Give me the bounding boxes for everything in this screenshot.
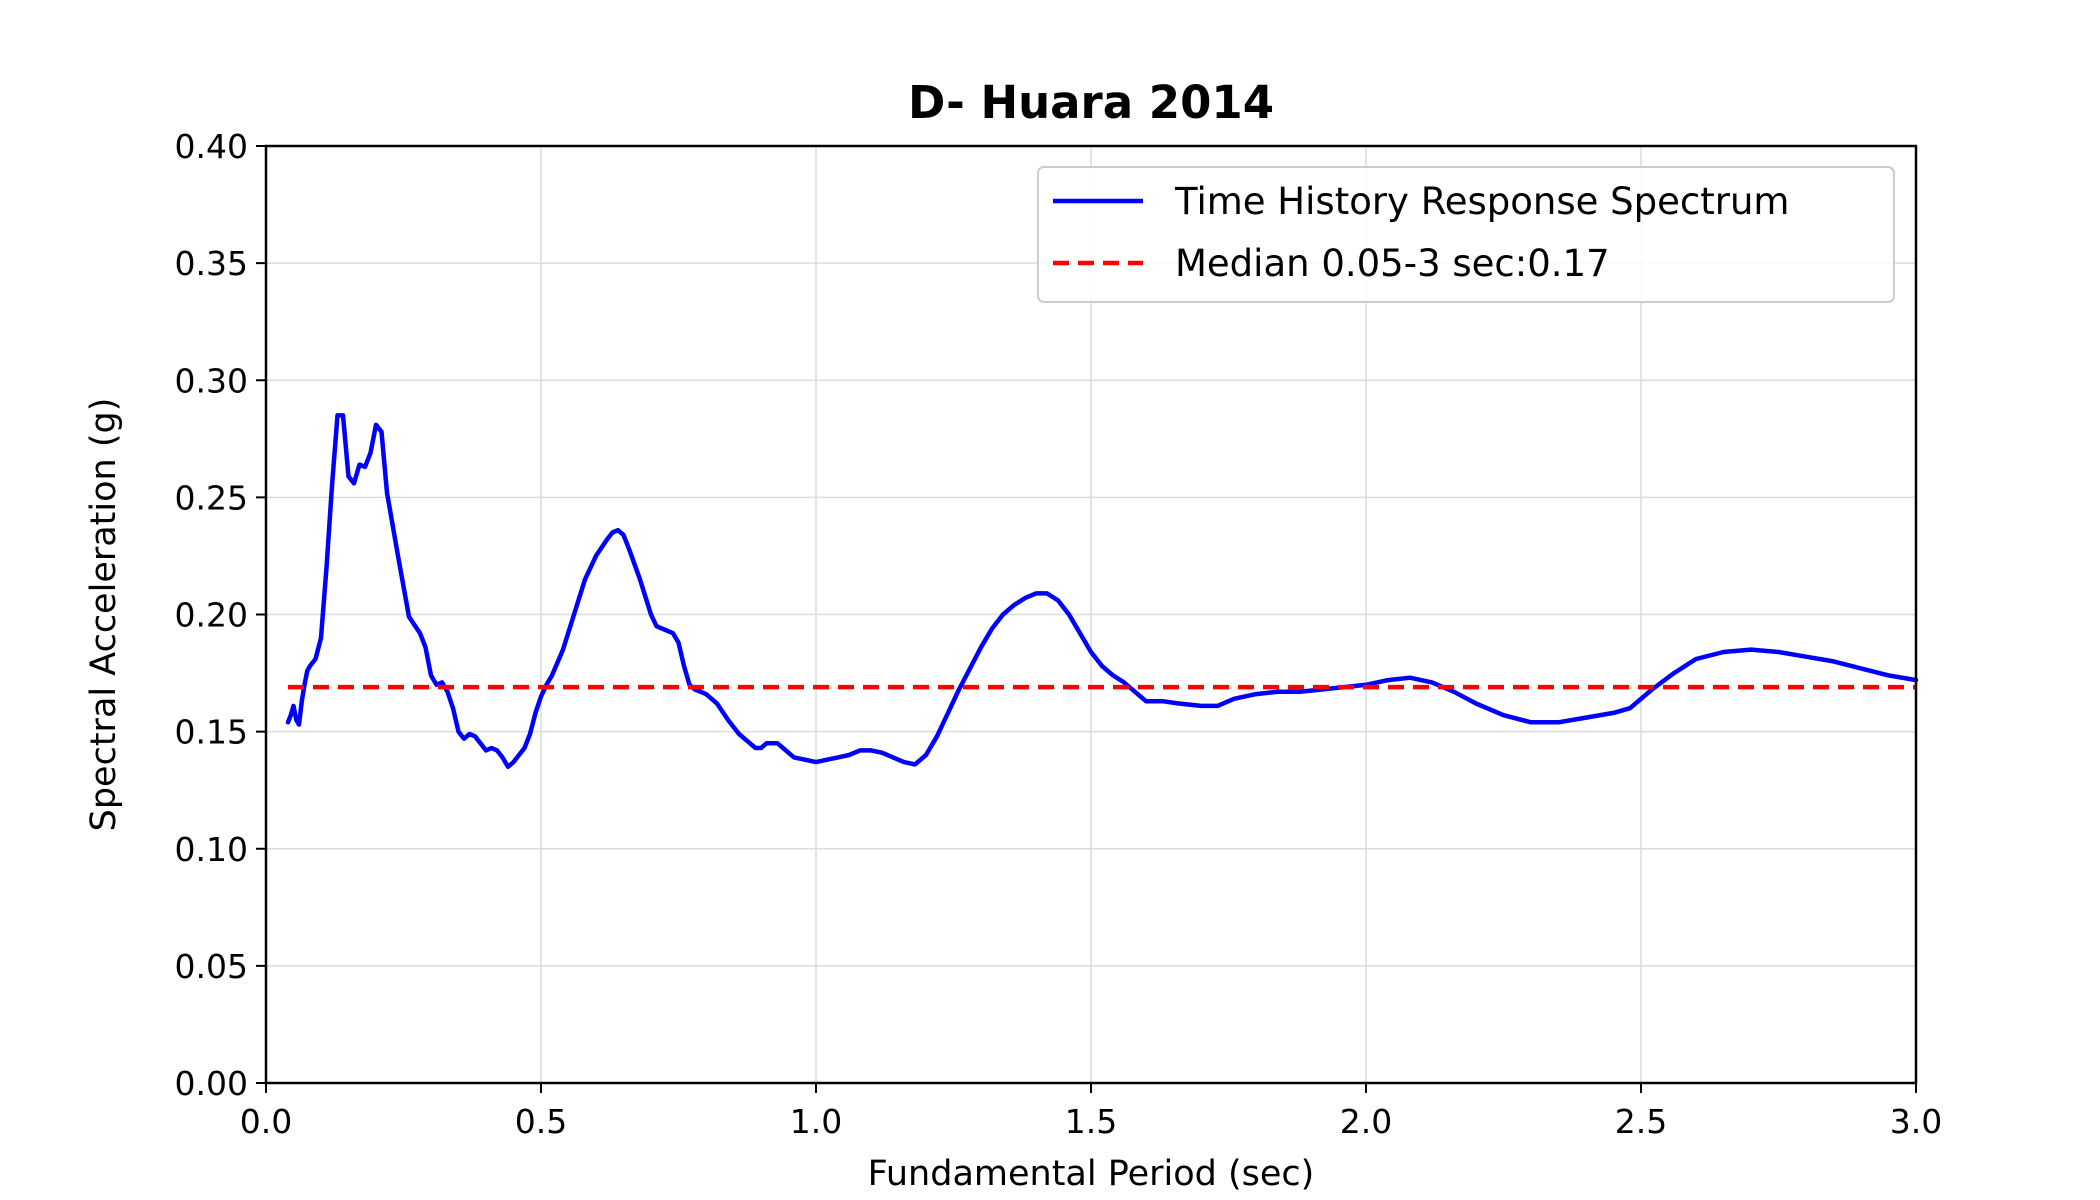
y-tick-label: 0.00 — [175, 1064, 248, 1103]
x-axis-ticks: 0.0 0.5 1.0 1.5 2.0 2.5 3.0 — [240, 1083, 1942, 1141]
x-tick-label: 0.5 — [515, 1102, 567, 1141]
y-tick-label: 0.35 — [175, 244, 248, 283]
chart-title: D- Huara 2014 — [908, 76, 1274, 129]
y-axis-label: Spectral Acceleration (g) — [84, 398, 124, 832]
y-tick-label: 0.40 — [175, 127, 248, 166]
x-axis-label: Fundamental Period (sec) — [868, 1154, 1315, 1194]
x-tick-label: 0.0 — [240, 1102, 292, 1141]
x-tick-label: 2.5 — [1615, 1102, 1667, 1141]
y-tick-label: 0.25 — [175, 478, 248, 517]
x-tick-label: 3.0 — [1890, 1102, 1942, 1141]
y-tick-label: 0.05 — [175, 947, 248, 986]
y-axis-ticks: 0.00 0.05 0.10 0.15 0.20 0.25 0.30 0.35 0.40 — [175, 127, 266, 1103]
series-line-time-history — [285, 413, 1919, 770]
y-tick-label: 0.20 — [175, 596, 248, 635]
legend-entry-time-history: Time History Response Spectrum — [1174, 180, 1789, 223]
legend-box — [1037, 166, 1895, 303]
x-tick-label: 2.0 — [1340, 1102, 1392, 1141]
legend-entry-median: Median 0.05-3 sec:0.17 — [1175, 242, 1610, 285]
legend: Time History Response Spectrum Median 0.… — [1037, 166, 1895, 303]
y-tick-label: 0.30 — [175, 361, 248, 400]
x-tick-label: 1.5 — [1065, 1102, 1117, 1141]
x-tick-label: 1.0 — [790, 1102, 842, 1141]
y-tick-label: 0.10 — [175, 830, 248, 869]
series-layer — [285, 413, 1919, 770]
y-tick-label: 0.15 — [175, 713, 248, 752]
